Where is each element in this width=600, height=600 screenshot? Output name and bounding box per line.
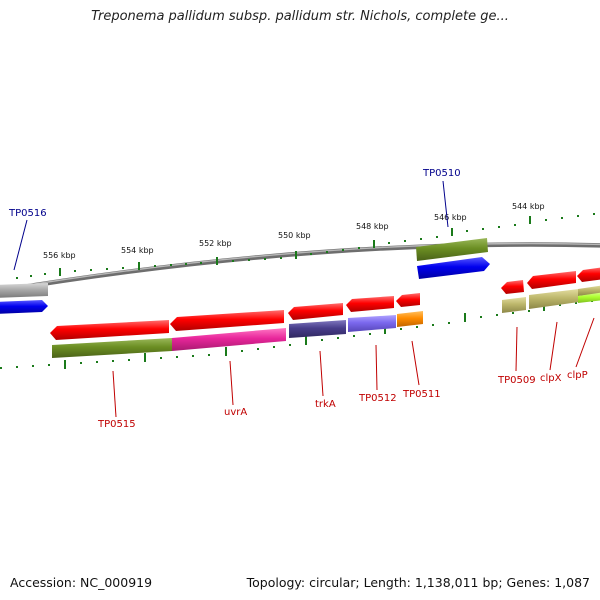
label-clpP[interactable]: clpP bbox=[567, 370, 588, 381]
major-tick bbox=[216, 257, 218, 265]
leader-TP0510 bbox=[442, 180, 449, 228]
leader-TP0511 bbox=[411, 340, 420, 386]
major-tick bbox=[384, 325, 386, 334]
label-TP0512[interactable]: TP0512 bbox=[358, 393, 397, 404]
leader-trkA bbox=[319, 350, 324, 397]
gene-TP0516-cds[interactable] bbox=[0, 283, 48, 298]
major-tick bbox=[373, 240, 375, 248]
leader-lines bbox=[13, 180, 595, 418]
map-title: Treponema pallidum subsp. pallidum str. … bbox=[91, 9, 509, 24]
major-tick bbox=[59, 268, 61, 276]
gene-TP0510-arrow[interactable] bbox=[417, 257, 490, 279]
genome-summary-text: Topology: circular; Length: 1,138,011 bp… bbox=[246, 575, 590, 590]
gene-clpP-arrow[interactable] bbox=[577, 267, 600, 282]
tick-label-548: 548 kbp bbox=[356, 222, 389, 231]
label-TP0510[interactable]: TP0510 bbox=[422, 168, 461, 179]
gene-TP0516-arrow[interactable] bbox=[0, 300, 48, 314]
leader-TP0515 bbox=[112, 370, 117, 418]
outer-scale bbox=[16, 213, 595, 279]
leader-TP0516 bbox=[13, 219, 28, 271]
major-tick bbox=[529, 216, 531, 224]
leader-TP0509 bbox=[515, 326, 518, 372]
leader-TP0512 bbox=[375, 344, 378, 391]
tick-label-550: 550 kbp bbox=[278, 231, 311, 240]
gene-TP0512-cds[interactable] bbox=[348, 315, 396, 332]
genome-backbone-highlight bbox=[0, 242, 600, 291]
gene-trkA-cds[interactable] bbox=[289, 320, 346, 338]
label-TP0509[interactable]: TP0509 bbox=[497, 375, 536, 386]
gene-clpX-cds[interactable] bbox=[529, 289, 579, 309]
tick-label-552: 552 kbp bbox=[199, 239, 232, 248]
gene-TP0509-arrow[interactable] bbox=[501, 280, 524, 294]
major-tick bbox=[225, 347, 227, 356]
gene-TP0515-cds[interactable] bbox=[52, 338, 172, 358]
label-trkA[interactable]: trkA bbox=[315, 399, 336, 410]
label-uvrA[interactable]: uvrA bbox=[224, 407, 247, 418]
gene-TP0511-arrow[interactable] bbox=[396, 293, 420, 307]
major-tick bbox=[144, 353, 146, 362]
label-TP0515[interactable]: TP0515 bbox=[97, 419, 136, 430]
leader-clpX bbox=[549, 321, 558, 371]
label-TP0516[interactable]: TP0516 bbox=[8, 208, 47, 219]
gene-clpP-cds-a[interactable] bbox=[578, 285, 600, 296]
gene-uvrA-arrow[interactable] bbox=[170, 310, 284, 331]
gene-clpX-arrow[interactable] bbox=[527, 271, 576, 289]
label-clpX[interactable]: clpX bbox=[540, 373, 562, 384]
leader-uvrA bbox=[229, 360, 234, 406]
gene-TP0509-cds[interactable] bbox=[502, 297, 526, 313]
tick-label-554: 554 kbp bbox=[121, 246, 154, 255]
gene-clpP-cds-b[interactable] bbox=[578, 292, 600, 303]
major-tick bbox=[295, 251, 297, 259]
gene-TP0512-arrow[interactable] bbox=[346, 296, 394, 312]
label-TP0511[interactable]: TP0511 bbox=[402, 389, 441, 400]
reverse-features bbox=[50, 267, 600, 358]
accession-text: Accession: NC_000919 bbox=[10, 575, 153, 590]
tick-label-546: 546 kbp bbox=[434, 213, 467, 222]
major-tick bbox=[138, 262, 140, 270]
major-tick bbox=[305, 336, 307, 345]
forward-features bbox=[0, 238, 490, 314]
tick-label-556: 556 kbp bbox=[43, 251, 76, 260]
major-tick bbox=[464, 313, 466, 322]
major-tick bbox=[451, 228, 453, 236]
major-tick bbox=[64, 360, 66, 369]
tick-label-544: 544 kbp bbox=[512, 202, 545, 211]
gene-TP0511-cds[interactable] bbox=[397, 311, 423, 327]
gene-TP0510-cds[interactable] bbox=[416, 238, 488, 261]
gene-trkA-arrow[interactable] bbox=[288, 303, 343, 320]
gene-TP0515-arrow[interactable] bbox=[50, 320, 169, 340]
gene-uvrA-cds[interactable] bbox=[172, 328, 286, 351]
leader-clpP bbox=[575, 317, 595, 368]
